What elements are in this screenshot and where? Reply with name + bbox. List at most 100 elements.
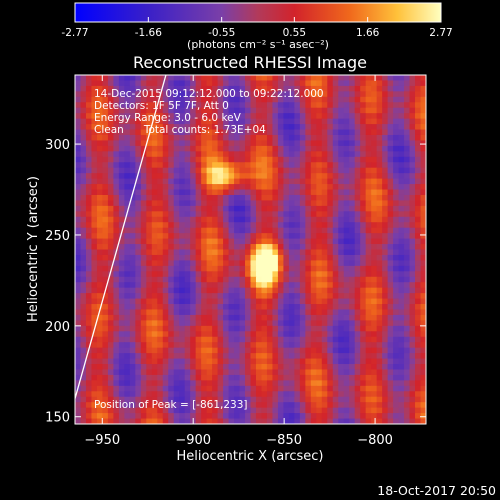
heatmap-cell (354, 222, 361, 229)
heatmap-cell (255, 151, 262, 158)
heatmap-cell (162, 314, 169, 321)
heatmap-cell (75, 353, 81, 360)
heatmap-cell (250, 162, 257, 169)
heatmap-cell (371, 369, 378, 376)
heatmap-cell (266, 184, 273, 191)
heatmap-cell (409, 124, 416, 131)
heatmap-cell (75, 211, 81, 218)
heatmap-cell (113, 287, 120, 294)
heatmap-cell (234, 320, 241, 327)
heatmap-cell (245, 293, 251, 300)
heatmap-cell (80, 85, 87, 92)
heatmap-cell (151, 189, 158, 196)
heatmap-cell (157, 282, 164, 289)
heatmap-cell (75, 118, 81, 125)
heatmap-cell (420, 173, 426, 180)
heatmap-cell (299, 85, 306, 92)
heatmap-cell (343, 173, 350, 180)
heatmap-cell (261, 118, 268, 125)
heatmap-cell (96, 249, 103, 256)
heatmap-cell (201, 75, 208, 81)
heatmap-cell (102, 293, 109, 300)
heatmap-cell (234, 353, 241, 360)
heatmap-cell (393, 80, 400, 87)
heatmap-cell (371, 85, 378, 92)
heatmap-cell (327, 271, 334, 278)
heatmap-cell (184, 298, 191, 305)
heatmap-cell (354, 249, 361, 256)
heatmap-cell (228, 396, 235, 403)
heatmap-cell (382, 380, 389, 387)
heatmap-cell (283, 336, 290, 343)
heatmap-cell (239, 134, 246, 141)
heatmap-cell (212, 298, 219, 305)
heatmap-cell (75, 331, 81, 338)
heatmap-cell (404, 233, 411, 240)
heatmap-cell (343, 254, 350, 261)
heatmap-cell (173, 293, 180, 300)
heatmap-cell (343, 184, 350, 191)
heatmap-cell (415, 184, 422, 191)
heatmap-cell (404, 107, 411, 114)
heatmap-cell (118, 342, 125, 349)
heatmap-cell (354, 118, 361, 125)
heatmap-cell (283, 189, 290, 196)
heatmap-cell (310, 102, 317, 109)
heatmap-cell (195, 194, 202, 201)
heatmap-cell (255, 113, 262, 120)
heatmap-cell (305, 391, 312, 398)
heatmap-cell (349, 260, 356, 267)
heatmap-cell (327, 347, 334, 354)
heatmap-cell (184, 227, 191, 234)
heatmap-cell (75, 238, 81, 245)
heatmap-cell (250, 211, 257, 218)
heatmap-cell (96, 233, 103, 240)
heatmap-cell (305, 140, 312, 147)
heatmap-cell (277, 216, 284, 223)
heatmap-cell (201, 353, 208, 360)
heatmap-cell (316, 118, 323, 125)
heatmap-cell (179, 287, 186, 294)
heatmap-cell (354, 151, 361, 158)
heatmap-cell (415, 391, 422, 398)
heatmap-cell (223, 342, 230, 349)
heatmap-cell (338, 233, 345, 240)
heatmap-cell (349, 320, 356, 327)
heatmap-cell (75, 249, 81, 256)
limb-line (75, 75, 167, 399)
heatmap-cell (415, 396, 422, 403)
heatmap-cell (179, 222, 186, 229)
heatmap-cell (261, 342, 268, 349)
heatmap-cell (398, 407, 405, 414)
heatmap-cell (327, 145, 334, 152)
heatmap-cell (173, 184, 180, 191)
heatmap-cell (124, 396, 131, 403)
heatmap-cell (157, 178, 164, 185)
heatmap-cell (118, 211, 125, 218)
heatmap-cell (184, 396, 191, 403)
heatmap-cell (184, 342, 191, 349)
heatmap-cell (206, 353, 213, 360)
heatmap-cell (382, 402, 389, 409)
heatmap-cell (179, 173, 186, 180)
heatmap-cell (261, 91, 268, 98)
heatmap-cell (321, 124, 328, 131)
heatmap-cell (217, 140, 224, 147)
heatmap-cell (272, 80, 279, 87)
heatmap-cell (288, 418, 295, 424)
heatmap-cell (382, 189, 389, 196)
heatmap-cell (409, 194, 416, 201)
heatmap-cell (283, 282, 290, 289)
heatmap-cell (360, 391, 367, 398)
heatmap-cell (266, 85, 273, 92)
heatmap-cell (250, 271, 257, 278)
heatmap-cell (162, 413, 169, 420)
heatmap-cell (91, 140, 98, 147)
heatmap-cell (327, 331, 334, 338)
heatmap-cell (217, 358, 224, 365)
heatmap-cell (162, 282, 169, 289)
heatmap-cell (168, 298, 175, 305)
heatmap-cell (349, 293, 356, 300)
heatmap-cell (338, 244, 345, 250)
heatmap-cell (277, 402, 284, 409)
